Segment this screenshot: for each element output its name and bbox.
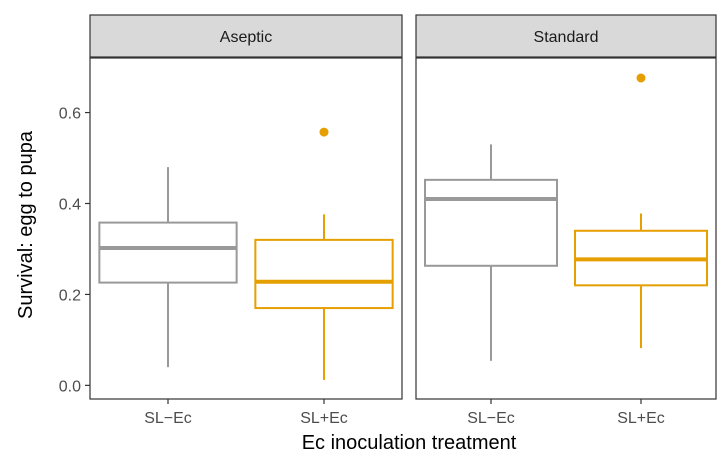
x-tick-label: SL−Ec [144, 410, 192, 427]
facet-strip [415, 14, 717, 58]
x-axis-title: Ec inoculation treatment [302, 432, 517, 454]
outlier-point [319, 127, 329, 137]
panel-border [415, 57, 717, 400]
y-tick-label: 0.4 [59, 196, 81, 213]
y-tick-label: 0.2 [59, 287, 81, 304]
x-tick-label: SL+Ec [617, 410, 665, 427]
y-axis-title: Survival: egg to pupa [15, 130, 37, 319]
panel-border [89, 57, 403, 400]
x-tick-label: SL−Ec [467, 410, 515, 427]
box-iqr [254, 238, 394, 310]
box-sl-minus-ec [424, 144, 558, 361]
facet-strip-label: Aseptic [220, 29, 272, 46]
facet-strip [89, 14, 403, 58]
y-axis: 0.0 0.2 0.4 0.6 [59, 106, 90, 395]
panel-aseptic: Aseptic [89, 14, 403, 400]
panel-standard: Standard [415, 14, 717, 400]
facet-strip-label: Standard [534, 29, 599, 46]
box-sl-plus-ec [254, 127, 394, 380]
facet-panels: Aseptic Standard [89, 14, 717, 400]
box-sl-plus-ec [574, 73, 708, 349]
x-tick-label: SL+Ec [300, 410, 348, 427]
y-tick-label: 0.0 [59, 378, 81, 395]
outlier-point [636, 73, 646, 83]
box-iqr [98, 221, 238, 284]
y-tick-label: 0.6 [59, 106, 81, 123]
x-axis: SL−Ec SL+Ec SL−Ec SL+Ec [144, 399, 665, 427]
box-sl-minus-ec [98, 167, 238, 368]
box-iqr [424, 178, 558, 267]
